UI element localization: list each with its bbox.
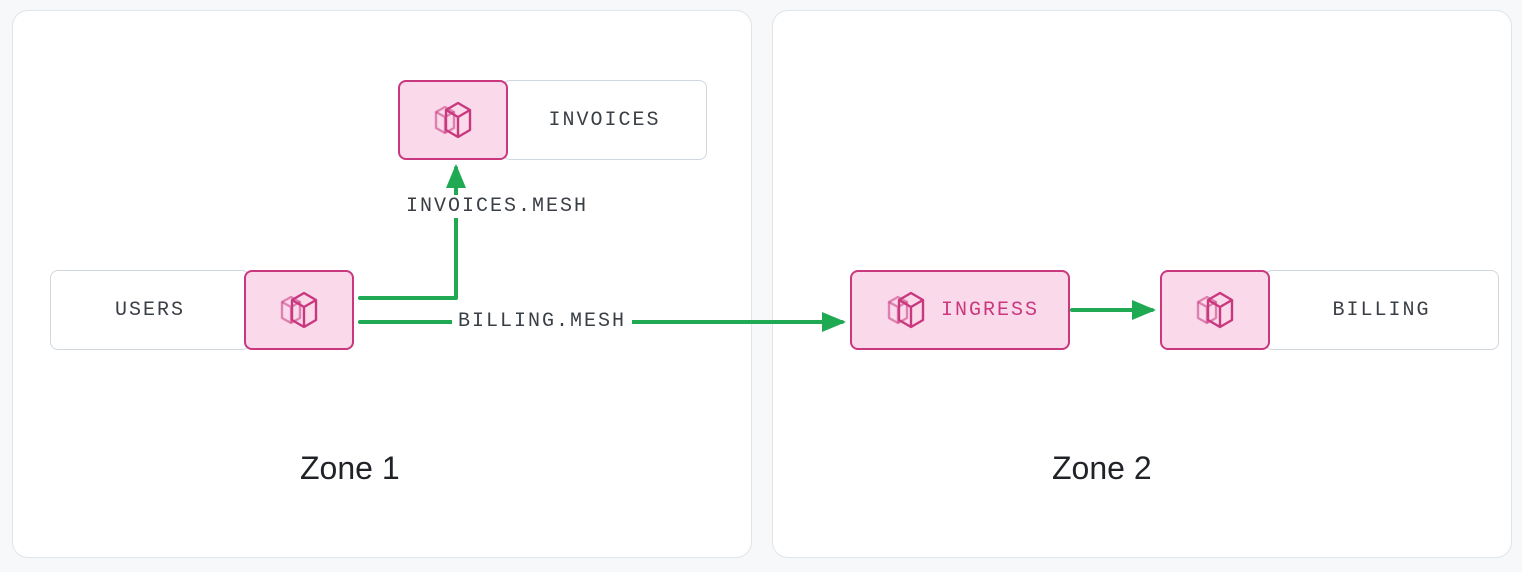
edge-label-invoices-mesh: INVOICES.MESH bbox=[400, 195, 594, 218]
node-users-label: USERS bbox=[50, 270, 250, 350]
node-ingress: INGRESS bbox=[850, 270, 1070, 350]
cube-icon bbox=[881, 288, 931, 332]
cube-icon bbox=[1160, 270, 1270, 350]
zone-2-title: Zone 2 bbox=[1052, 450, 1152, 487]
node-ingress-box: INGRESS bbox=[850, 270, 1070, 350]
diagram-canvas: Zone 1 Zone 2 USERS INVOICES bbox=[0, 0, 1522, 572]
node-invoices-label: INVOICES bbox=[502, 80, 707, 160]
node-billing: BILLING bbox=[1160, 270, 1499, 350]
node-invoices: INVOICES bbox=[398, 80, 707, 160]
cube-icon bbox=[244, 270, 354, 350]
node-billing-label: BILLING bbox=[1264, 270, 1499, 350]
node-users: USERS bbox=[50, 270, 354, 350]
edge-label-billing-mesh: BILLING.MESH bbox=[452, 310, 632, 333]
cube-icon bbox=[398, 80, 508, 160]
node-ingress-label: INGRESS bbox=[941, 299, 1039, 322]
zone-1-title: Zone 1 bbox=[300, 450, 400, 487]
